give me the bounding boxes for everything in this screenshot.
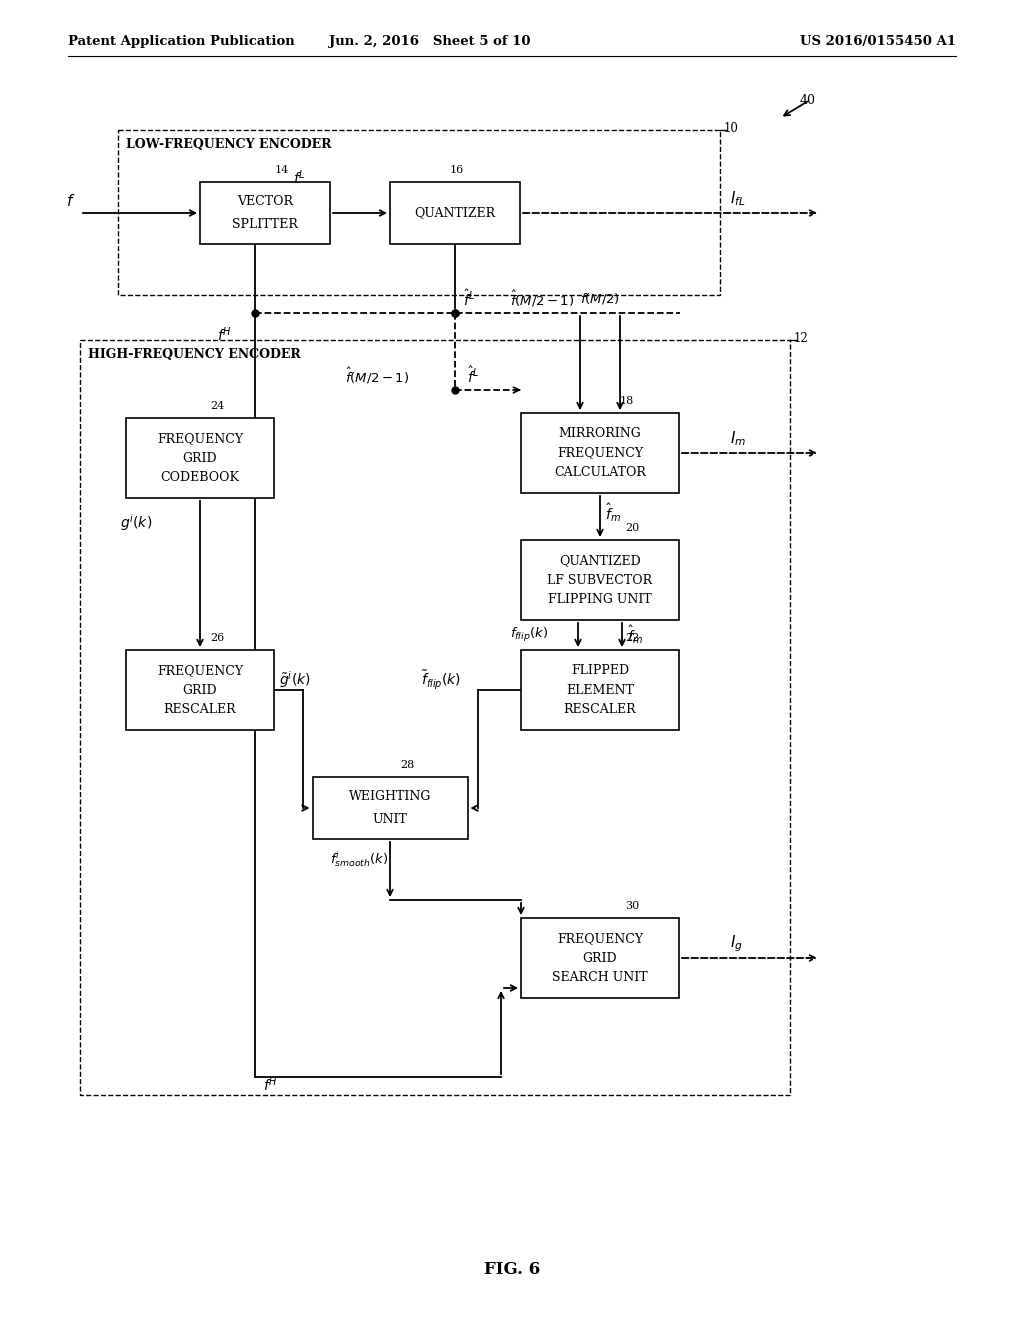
Text: 18: 18 bbox=[620, 396, 634, 407]
Text: RESCALER: RESCALER bbox=[563, 702, 636, 715]
Text: SPLITTER: SPLITTER bbox=[232, 218, 298, 231]
Text: 22: 22 bbox=[625, 634, 639, 643]
Text: $\tilde{g}^i(k)$: $\tilde{g}^i(k)$ bbox=[279, 669, 310, 690]
Text: 40: 40 bbox=[800, 94, 816, 107]
Text: $\hat{f}^L$: $\hat{f}^L$ bbox=[463, 289, 475, 309]
Bar bbox=[521, 649, 679, 730]
Text: Jun. 2, 2016   Sheet 5 of 10: Jun. 2, 2016 Sheet 5 of 10 bbox=[330, 36, 530, 49]
Text: HIGH-FREQUENCY ENCODER: HIGH-FREQUENCY ENCODER bbox=[88, 347, 301, 360]
Text: $f^H$: $f^H$ bbox=[263, 1076, 279, 1094]
Text: $\tilde{f}_{flip}(k)$: $\tilde{f}_{flip}(k)$ bbox=[421, 668, 461, 692]
Text: 28: 28 bbox=[400, 760, 415, 770]
Text: ELEMENT: ELEMENT bbox=[566, 684, 634, 697]
Text: $I_{fL}$: $I_{fL}$ bbox=[730, 190, 745, 209]
Text: SEARCH UNIT: SEARCH UNIT bbox=[552, 970, 648, 983]
Text: $f(M/2)$: $f(M/2)$ bbox=[580, 292, 620, 306]
Text: LOW-FREQUENCY ENCODER: LOW-FREQUENCY ENCODER bbox=[126, 137, 332, 150]
Text: $I_g$: $I_g$ bbox=[730, 933, 742, 954]
Bar bbox=[312, 777, 468, 840]
Text: CALCULATOR: CALCULATOR bbox=[554, 466, 646, 479]
Text: GRID: GRID bbox=[583, 952, 617, 965]
Text: FREQUENCY: FREQUENCY bbox=[157, 664, 243, 677]
Text: 10: 10 bbox=[724, 121, 739, 135]
Text: 12: 12 bbox=[794, 331, 809, 345]
Bar bbox=[118, 129, 720, 294]
Bar bbox=[80, 341, 790, 1096]
Text: Patent Application Publication: Patent Application Publication bbox=[68, 36, 295, 49]
Text: $f_{flip}(k)$: $f_{flip}(k)$ bbox=[510, 626, 548, 644]
Text: $f$: $f$ bbox=[66, 193, 76, 209]
Text: 16: 16 bbox=[450, 165, 464, 176]
Text: GRID: GRID bbox=[182, 684, 217, 697]
Bar bbox=[126, 649, 274, 730]
Text: LF SUBVECTOR: LF SUBVECTOR bbox=[548, 573, 652, 586]
Text: VECTOR: VECTOR bbox=[237, 195, 293, 209]
Text: FIG. 6: FIG. 6 bbox=[484, 1262, 540, 1279]
Text: QUANTIZED: QUANTIZED bbox=[559, 554, 641, 568]
Text: QUANTIZER: QUANTIZER bbox=[415, 206, 496, 219]
Text: 20: 20 bbox=[625, 523, 639, 533]
Text: RESCALER: RESCALER bbox=[164, 702, 237, 715]
Bar bbox=[126, 418, 274, 498]
Bar bbox=[521, 917, 679, 998]
Text: UNIT: UNIT bbox=[373, 813, 408, 826]
Text: 14: 14 bbox=[275, 165, 289, 176]
Text: $f^H$: $f^H$ bbox=[217, 326, 232, 345]
Text: FREQUENCY: FREQUENCY bbox=[157, 433, 243, 445]
Text: WEIGHTING: WEIGHTING bbox=[349, 791, 431, 804]
Text: $g^i(k)$: $g^i(k)$ bbox=[120, 512, 153, 533]
Text: $\hat{f}(M/2-1)$: $\hat{f}(M/2-1)$ bbox=[345, 366, 410, 385]
Text: FLIPPING UNIT: FLIPPING UNIT bbox=[548, 593, 652, 606]
Bar bbox=[390, 182, 520, 244]
Bar bbox=[521, 413, 679, 492]
Text: 30: 30 bbox=[625, 902, 639, 911]
Text: $I_m$: $I_m$ bbox=[730, 429, 746, 449]
Text: $f^L$: $f^L$ bbox=[293, 169, 306, 187]
Text: FREQUENCY: FREQUENCY bbox=[557, 932, 643, 945]
Bar bbox=[521, 540, 679, 620]
Text: $\hat{f}^L$: $\hat{f}^L$ bbox=[467, 366, 479, 387]
Text: CODEBOOK: CODEBOOK bbox=[161, 471, 240, 483]
Text: $\hat{f}_m$: $\hat{f}_m$ bbox=[627, 623, 643, 647]
Text: MIRRORING: MIRRORING bbox=[559, 428, 641, 441]
Text: $f^i_{smooth}(k)$: $f^i_{smooth}(k)$ bbox=[330, 849, 388, 869]
Text: $\hat{f}(M/2-1)$: $\hat{f}(M/2-1)$ bbox=[510, 289, 574, 309]
Text: US 2016/0155450 A1: US 2016/0155450 A1 bbox=[800, 36, 956, 49]
Text: $\hat{f}_m$: $\hat{f}_m$ bbox=[605, 502, 621, 524]
Text: 26: 26 bbox=[210, 634, 224, 643]
Text: FLIPPED: FLIPPED bbox=[571, 664, 629, 677]
Bar bbox=[200, 182, 330, 244]
Text: 24: 24 bbox=[210, 401, 224, 411]
Text: GRID: GRID bbox=[182, 451, 217, 465]
Text: FREQUENCY: FREQUENCY bbox=[557, 446, 643, 459]
